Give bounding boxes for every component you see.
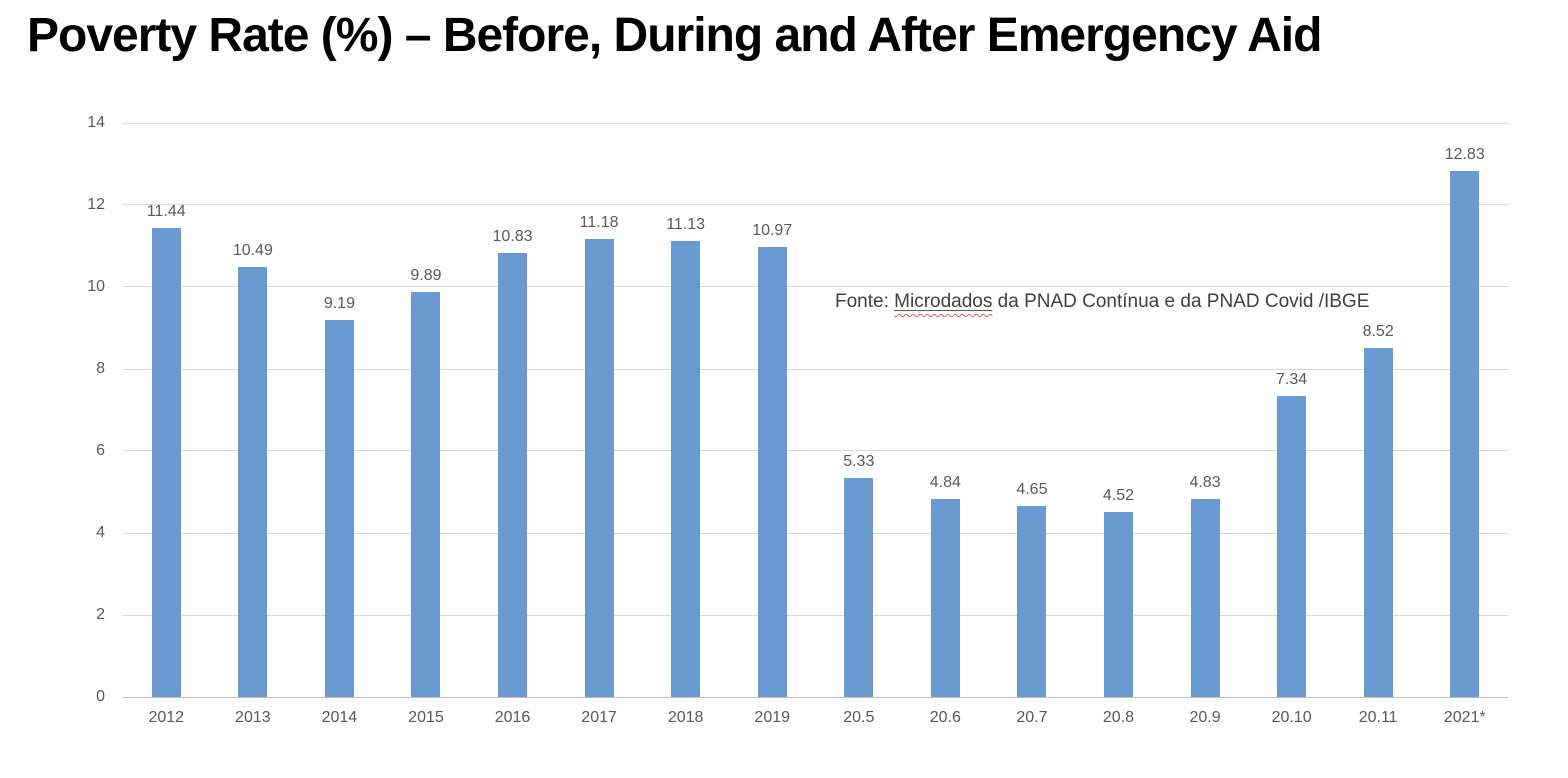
source-note-suffix: da PNAD Contínua e da PNAD Covid /IBGE (992, 291, 1370, 312)
bar-value-label: 9.89 (410, 266, 442, 284)
bar-value-label: 4.84 (929, 473, 961, 491)
bar (324, 320, 354, 697)
bar-group: 4.65 (989, 123, 1076, 697)
bar (238, 266, 268, 697)
y-tick-label: 6 (96, 441, 105, 459)
y-tick-label: 8 (96, 360, 105, 377)
bar-group: 10.83 (469, 123, 556, 697)
x-tick-label: 20.10 (1271, 709, 1312, 726)
x-tick-label: 2019 (754, 709, 791, 726)
bar-value-label: 12.83 (1444, 145, 1485, 163)
bar-group: 10.97 (729, 123, 816, 697)
gridline (123, 368, 1508, 370)
bar-value-label: 10.97 (752, 222, 793, 240)
bar-group: 11.18 (556, 123, 643, 697)
bar-value-label: 9.19 (323, 295, 355, 313)
bar-group: 4.83 (1162, 123, 1249, 697)
source-note-misspelled-word: Microdados (894, 291, 993, 312)
bar-value-label: 11.44 (146, 202, 186, 220)
gridline (123, 614, 1508, 616)
plot-area: 11.44 10.49 9.19 9.89 10.83 11.18 11.13 10.97 5.… (123, 122, 1508, 698)
bar (584, 238, 614, 697)
bar (1103, 511, 1133, 697)
source-note-prefix: Fonte: (835, 291, 895, 312)
x-tick-label: 2013 (235, 709, 271, 726)
x-tick-label: 20.5 (843, 709, 875, 726)
bar-value-label: 5.33 (843, 453, 875, 471)
source-note: Fonte: Microdados da PNAD Contínua e da … (835, 291, 1369, 313)
y-tick-label: 0 (96, 688, 105, 705)
bar-group: 12.83 (1421, 123, 1508, 697)
bar (757, 247, 787, 697)
bar (1450, 170, 1480, 697)
gridline (123, 286, 1508, 288)
gridline (123, 204, 1508, 206)
bar (1190, 498, 1220, 697)
y-tick-label: 2 (96, 606, 105, 623)
bar-group: 5.33 (816, 123, 903, 697)
bar-group: 11.44 (123, 123, 210, 697)
gridline (123, 450, 1508, 452)
y-tick-label: 14 (87, 114, 105, 131)
bar-group: 7.34 (1248, 123, 1335, 697)
y-tick-label: 12 (87, 195, 105, 213)
bar-value-label: 4.52 (1102, 486, 1135, 504)
bar-group: 9.89 (383, 123, 470, 697)
bar (930, 498, 960, 697)
chart-title: Poverty Rate (%) – Before, During and Af… (27, 9, 1322, 62)
x-tick-label: 2016 (494, 709, 531, 726)
bar-group: 4.52 (1075, 123, 1162, 697)
bar-value-label: 4.83 (1189, 473, 1221, 491)
bar-value-label: 7.34 (1276, 371, 1308, 389)
bar (1363, 347, 1393, 697)
bar-group: 10.49 (210, 123, 297, 697)
x-tick-label: 20.8 (1102, 709, 1135, 726)
bar-value-label: 4.65 (1016, 481, 1048, 499)
gridline (123, 122, 1508, 124)
bar (844, 478, 874, 697)
bar-group: 4.84 (902, 123, 989, 697)
bar-group: 11.13 (642, 123, 729, 697)
x-tick-label: 20.11 (1358, 709, 1398, 726)
x-tick-label: 2021* (1443, 709, 1486, 726)
x-tick-label: 20.6 (929, 709, 961, 726)
gridline (123, 532, 1508, 534)
bar-group: 9.19 (296, 123, 383, 697)
bar (1277, 396, 1307, 697)
y-axis: 0 2 4 6 8 10 12 14 (25, 114, 105, 705)
x-axis-line (123, 696, 1508, 698)
bar-group: 8.52 (1335, 123, 1422, 697)
bar (498, 252, 528, 697)
bar (1017, 506, 1047, 697)
bar-value-label: 10.49 (232, 241, 273, 259)
x-tick-label: 2014 (321, 709, 358, 726)
y-tick-label: 10 (87, 277, 105, 295)
x-tick-label: 2012 (148, 709, 185, 726)
bar-value-label: 10.83 (492, 227, 533, 245)
x-tick-label: 2017 (581, 709, 617, 726)
bars-row: 11.44 10.49 9.19 9.89 10.83 11.18 11.13 10.97 5.… (123, 123, 1508, 697)
x-tick-label: 2015 (408, 709, 444, 726)
x-axis: 2012 2013 2014 2015 2016 2017 2018 2019 20.5 20.6… (123, 709, 1508, 727)
source-note-underline: Microdados (894, 291, 992, 312)
bar-value-label: 8.52 (1362, 322, 1394, 340)
x-tick-label: 20.7 (1016, 709, 1048, 726)
bar (151, 227, 181, 697)
bar (671, 240, 701, 697)
y-tick-label: 4 (96, 524, 105, 541)
x-tick-label: 20.9 (1189, 709, 1221, 726)
x-tick-label: 2018 (667, 709, 704, 726)
bar-value-label: 11.13 (666, 215, 706, 233)
bar (411, 291, 441, 697)
bar-value-label: 11.18 (579, 213, 619, 231)
